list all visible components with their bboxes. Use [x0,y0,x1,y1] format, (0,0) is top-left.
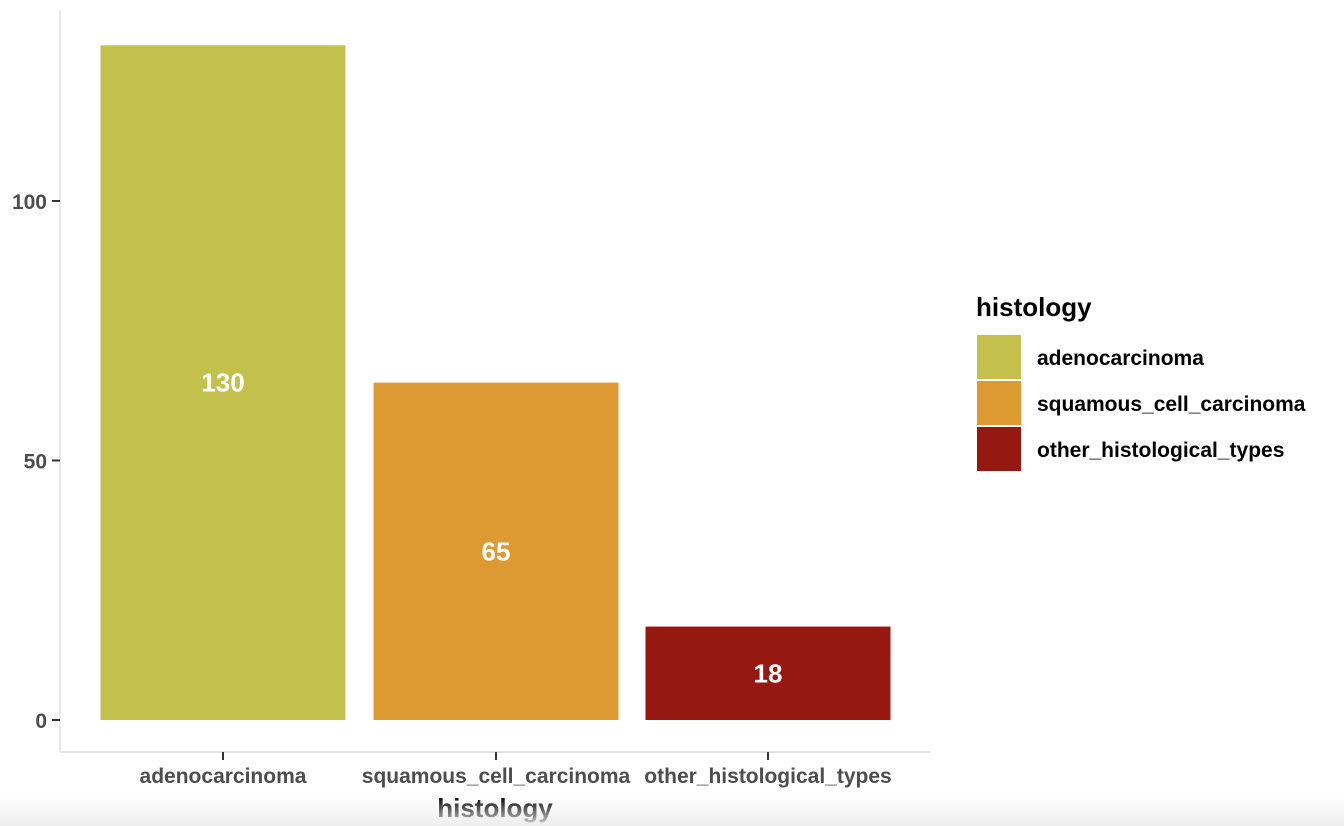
x-axis-title: histology [437,793,553,823]
y-tick-label: 0 [35,710,47,733]
x-axis-ticks: adenocarcinoma squamous_cell_carcinoma oth… [140,752,892,788]
bar-squamous-cell-carcinoma [373,382,619,720]
x-tick-label: squamous_cell_carcinoma [362,765,631,788]
legend-title: histology [976,292,1092,322]
legend-key-squamous-cell-carcinoma [977,381,1021,425]
bar-adenocarcinoma [100,45,346,721]
x-tick-label: other_histological_types [644,765,891,788]
data-label: 65 [482,536,511,566]
y-tick-label: 100 [12,191,47,214]
legend: histology adenocarcinoma squamous_cell_ca… [976,292,1306,471]
y-tick-label: 50 [24,451,47,474]
data-label: 18 [754,658,783,688]
x-tick-label: adenocarcinoma [140,765,307,788]
legend-label: squamous_cell_carcinoma [1037,393,1306,416]
legend-key-adenocarcinoma [977,335,1021,379]
legend-label: adenocarcinoma [1037,347,1204,370]
legend-label: other_histological_types [1037,439,1284,462]
legend-items: adenocarcinoma squamous_cell_carcinomaoth… [977,335,1306,471]
y-axis-ticks: 0 50 100 [12,191,60,733]
legend-key-other-histological-types [977,427,1021,471]
bar-other-histological-types [645,626,891,720]
data-labels: 130 65 18 [201,368,782,689]
bars [100,45,891,721]
data-label: 130 [201,368,244,398]
